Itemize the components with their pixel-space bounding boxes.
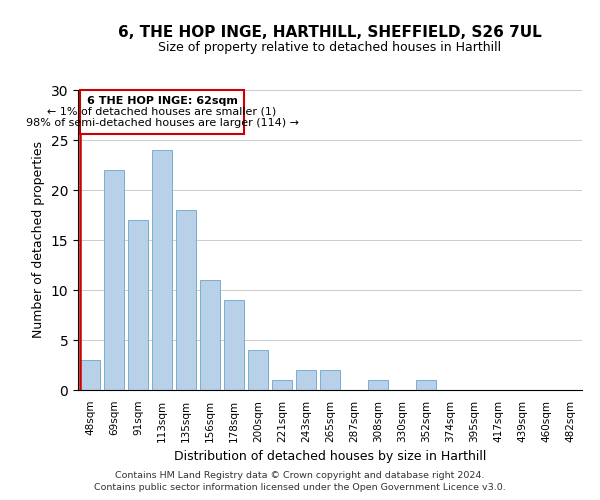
Text: 6 THE HOP INGE: 62sqm: 6 THE HOP INGE: 62sqm <box>86 96 238 106</box>
Bar <box>416 380 436 390</box>
Text: Size of property relative to detached houses in Harthill: Size of property relative to detached ho… <box>158 41 502 54</box>
Bar <box>248 350 268 390</box>
Y-axis label: Number of detached properties: Number of detached properties <box>32 142 45 338</box>
Bar <box>176 210 196 390</box>
Bar <box>80 360 100 390</box>
X-axis label: Distribution of detached houses by size in Harthill: Distribution of detached houses by size … <box>174 450 486 463</box>
Text: Contains public sector information licensed under the Open Government Licence v3: Contains public sector information licen… <box>94 483 506 492</box>
Bar <box>152 150 172 390</box>
Bar <box>272 380 292 390</box>
Text: 98% of semi-detached houses are larger (114) →: 98% of semi-detached houses are larger (… <box>25 118 299 128</box>
Bar <box>224 300 244 390</box>
Bar <box>104 170 124 390</box>
Bar <box>128 220 148 390</box>
Text: ← 1% of detached houses are smaller (1): ← 1% of detached houses are smaller (1) <box>47 107 277 117</box>
Text: 6, THE HOP INGE, HARTHILL, SHEFFIELD, S26 7UL: 6, THE HOP INGE, HARTHILL, SHEFFIELD, S2… <box>118 25 542 40</box>
Bar <box>80 90 244 134</box>
Bar <box>368 380 388 390</box>
Bar <box>200 280 220 390</box>
Text: Contains HM Land Registry data © Crown copyright and database right 2024.: Contains HM Land Registry data © Crown c… <box>115 470 485 480</box>
Bar <box>320 370 340 390</box>
Bar <box>296 370 316 390</box>
